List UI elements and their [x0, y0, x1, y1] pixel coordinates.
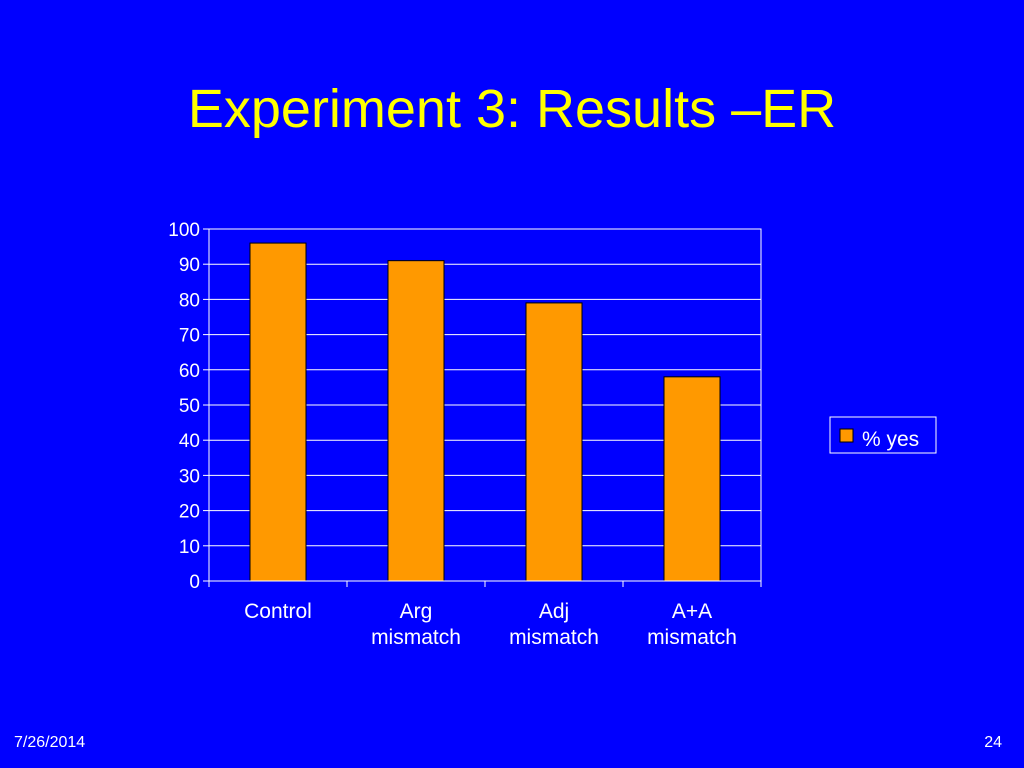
- bar: [387, 260, 445, 582]
- legend-label: % yes: [862, 428, 919, 451]
- bar: [663, 376, 721, 582]
- bar: [525, 302, 583, 582]
- x-tick-label-line: Arg: [400, 600, 433, 623]
- x-tick-label-line: mismatch: [509, 626, 599, 649]
- x-tick-label-line: Control: [244, 600, 312, 623]
- y-tick-label: 100: [168, 220, 200, 241]
- legend-swatch: [839, 428, 854, 443]
- axes: [203, 228, 762, 587]
- x-tick-label: Arg mismatch: [371, 600, 461, 649]
- bar: [249, 242, 307, 582]
- x-tick-labels: Control Arg mismatch Adj mismatch A+A mismatch: [244, 600, 737, 649]
- bars: [249, 242, 721, 582]
- y-tick-label: 50: [179, 396, 200, 417]
- y-tick-label: 30: [179, 466, 200, 487]
- legend: % yes: [829, 416, 937, 454]
- slide-title: Experiment 3: Results –ER: [187, 79, 837, 139]
- x-tick-label: Adj mismatch: [509, 600, 599, 649]
- legend-box: [829, 416, 937, 454]
- y-tick-label: 20: [179, 502, 200, 523]
- x-tick-label-line: A+A: [672, 600, 712, 623]
- y-tick-label: 0: [189, 572, 200, 593]
- y-tick-label: 80: [179, 290, 200, 311]
- y-tick-label: 90: [179, 255, 200, 276]
- y-tick-labels: 0 10 20 30 40 50 60 70 80 90 100: [168, 220, 200, 593]
- footer-date: 7/26/2014: [14, 734, 86, 751]
- footer-page-number: 24: [984, 734, 1002, 751]
- x-tick-label: Control: [244, 600, 312, 623]
- x-tick-label-line: mismatch: [371, 626, 461, 649]
- y-tick-label: 70: [179, 326, 200, 347]
- y-tick-label: 40: [179, 431, 200, 452]
- x-tick-label: A+A mismatch: [647, 600, 737, 649]
- y-tick-label: 10: [179, 537, 200, 558]
- x-tick-label-line: mismatch: [647, 626, 737, 649]
- y-tick-label: 60: [179, 361, 200, 382]
- x-tick-label-line: Adj: [539, 600, 569, 623]
